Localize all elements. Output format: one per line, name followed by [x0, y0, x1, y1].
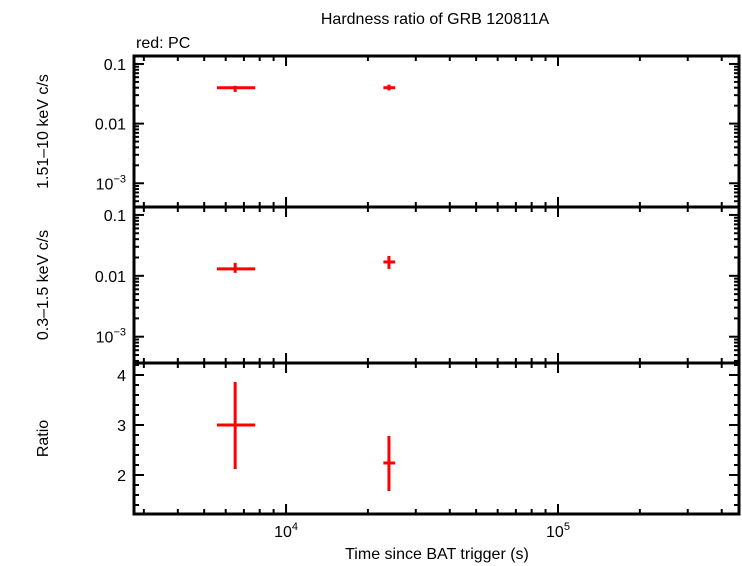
chart-title: Hardness ratio of GRB 120811A [321, 11, 550, 28]
panel-frame-ratio [132, 361, 741, 516]
data-point-hard [383, 84, 396, 91]
y-tick-label: 0.1 [104, 57, 126, 74]
y-tick-label: 0.1 [104, 208, 126, 225]
x-tick-label: 105 [546, 521, 570, 541]
data-point-soft [216, 262, 256, 273]
data-point-ratio [383, 436, 396, 491]
y-tick-label: 10−3 [96, 173, 126, 193]
y-axis-label-soft: 0.3–1.5 keV c/s [35, 230, 52, 340]
x-tick-label: 104 [274, 521, 298, 541]
data-point-soft [383, 255, 396, 269]
data-point-ratio [216, 382, 256, 469]
y-tick-label: 2 [117, 468, 126, 485]
y-tick-label: 4 [117, 368, 126, 385]
legend-annotation: red: PC [136, 35, 190, 52]
y-tick-label: 0.01 [95, 117, 126, 134]
panel-frame-soft [132, 205, 741, 365]
x-axis-label: Time since BAT trigger (s) [345, 546, 529, 563]
panel-frame-hard [132, 54, 741, 209]
y-tick-label: 10−3 [96, 327, 126, 347]
y-tick-label: 3 [117, 418, 126, 435]
data-point-hard [216, 85, 256, 92]
y-axis-label-ratio: Ratio [35, 420, 52, 457]
y-axis-label-hard: 1.51–10 keV c/s [35, 74, 52, 189]
y-tick-label: 0.01 [95, 269, 126, 286]
